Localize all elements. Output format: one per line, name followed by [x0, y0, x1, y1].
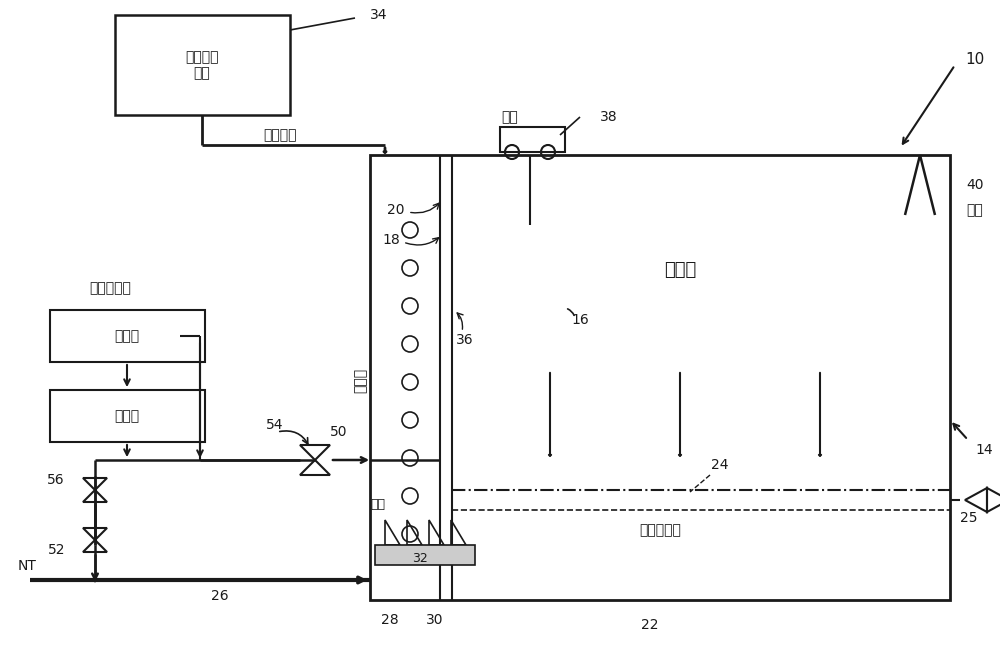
Text: 白水注入: 白水注入 — [263, 128, 297, 142]
Text: 接触区: 接触区 — [353, 367, 367, 393]
Text: NT: NT — [18, 559, 37, 573]
Text: 36: 36 — [456, 333, 474, 347]
Text: 40: 40 — [966, 178, 984, 192]
Text: 30: 30 — [426, 613, 444, 627]
Text: 52: 52 — [48, 543, 65, 557]
Text: 32: 32 — [412, 551, 428, 564]
Text: 喷嘴: 喷嘴 — [370, 499, 385, 512]
Text: 分离区: 分离区 — [664, 261, 696, 279]
Text: 18: 18 — [382, 233, 400, 247]
Bar — [50, 310, 205, 362]
Text: 54: 54 — [266, 418, 284, 432]
Text: 34: 34 — [370, 8, 388, 22]
Bar — [115, 15, 290, 115]
Bar — [375, 545, 475, 565]
Text: 28: 28 — [381, 613, 399, 627]
Text: 22: 22 — [641, 618, 659, 632]
Text: 凝聚剂: 凝聚剂 — [114, 329, 140, 343]
Text: 14: 14 — [975, 443, 993, 457]
Text: 24: 24 — [711, 458, 729, 472]
Text: 化学品注入: 化学品注入 — [89, 281, 131, 295]
Text: 白水生成
系统: 白水生成 系统 — [185, 50, 219, 80]
Bar — [50, 390, 205, 442]
Text: 16: 16 — [571, 313, 589, 327]
Text: 38: 38 — [600, 110, 618, 124]
Bar — [370, 155, 950, 600]
Text: 56: 56 — [47, 473, 65, 487]
Text: 浮动水收集: 浮动水收集 — [639, 523, 681, 537]
Bar — [500, 127, 565, 152]
Text: 10: 10 — [965, 53, 984, 68]
Text: 26: 26 — [211, 589, 229, 603]
Text: 刮板: 刮板 — [502, 110, 518, 124]
Text: 絮凝剂: 絮凝剂 — [114, 409, 140, 423]
Text: 50: 50 — [330, 425, 348, 439]
Text: 20: 20 — [388, 203, 405, 217]
Text: 污泥: 污泥 — [967, 203, 983, 217]
Text: 25: 25 — [960, 511, 978, 525]
